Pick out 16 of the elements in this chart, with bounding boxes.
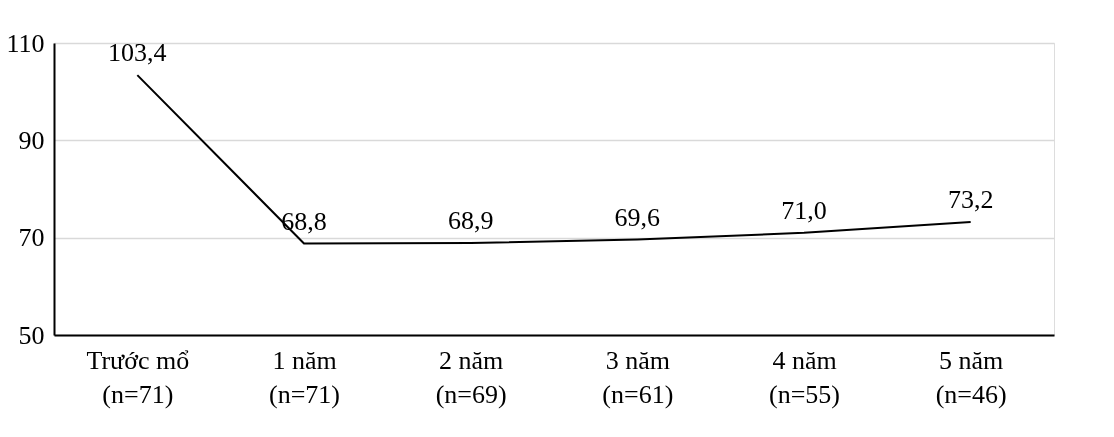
y-tick-label: 70 bbox=[18, 223, 45, 253]
x-tick-label: 5 năm (n=46) bbox=[935, 345, 1007, 409]
x-tick-label: 4 năm (n=55) bbox=[769, 345, 840, 409]
x-tick-label: 1 năm (n=71) bbox=[269, 345, 340, 409]
x-tick-label: 2 năm (n=69) bbox=[435, 345, 507, 409]
data-label: 68,9 bbox=[447, 206, 494, 236]
x-tick-label: Trước mổ (n=71) bbox=[86, 345, 190, 409]
data-label: 68,8 bbox=[281, 206, 327, 236]
y-tick-label: 50 bbox=[18, 320, 45, 350]
x-tick-label: 3 năm (n=61) bbox=[602, 345, 674, 409]
data-label: 71,0 bbox=[781, 195, 827, 225]
y-tick-label: 110 bbox=[6, 28, 45, 58]
data-label: 69,6 bbox=[614, 202, 661, 232]
y-tick-label: 90 bbox=[18, 125, 45, 155]
data-label: 73,2 bbox=[947, 185, 994, 215]
data-label: 103,4 bbox=[108, 38, 167, 68]
